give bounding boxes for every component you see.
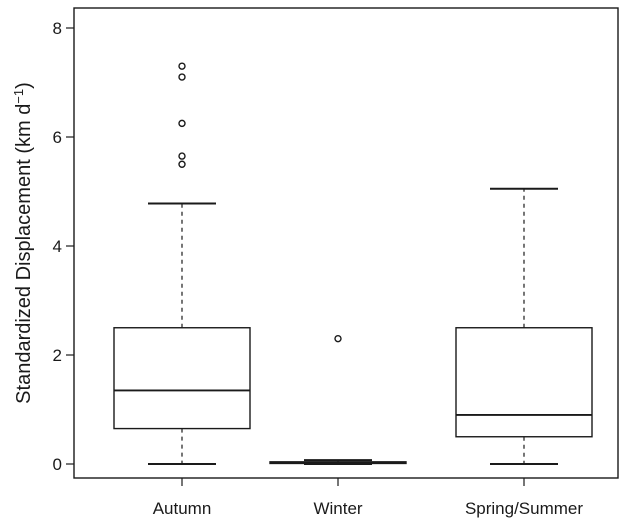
outlier-point xyxy=(178,119,186,128)
y-tick-label-2: 2 xyxy=(53,346,62,365)
y-tick-label-0: 0 xyxy=(53,455,62,474)
y-tick-label-6: 6 xyxy=(53,128,62,147)
plot-frame xyxy=(73,7,619,479)
outlier-point xyxy=(178,160,186,168)
box-iqr xyxy=(113,327,251,430)
x-axis: Autumn Winter Spring/Summer xyxy=(153,478,583,518)
box-iqr xyxy=(455,327,593,438)
outlier-point xyxy=(334,334,342,343)
box-spring-summer xyxy=(455,187,593,465)
x-category-label: Spring/Summer xyxy=(465,499,583,518)
y-tick-label-8: 8 xyxy=(53,19,62,38)
y-axis-title: Standardized Displacement (km d−1) xyxy=(11,82,36,404)
x-category-label: Winter xyxy=(313,499,362,518)
x-category-label: Autumn xyxy=(153,499,212,518)
box-series xyxy=(113,62,593,465)
y-axis: 0 2 4 6 8 xyxy=(53,19,74,474)
y-axis-title-exponent: −1 xyxy=(11,89,26,104)
outlier-point xyxy=(178,152,186,160)
y-tick-label-4: 4 xyxy=(53,237,62,256)
outlier-point xyxy=(178,62,186,70)
y-axis-title-close: ) xyxy=(13,82,35,89)
box-autumn xyxy=(113,62,251,465)
box-winter xyxy=(269,334,407,465)
y-axis-title-main: Standardized Displacement (km d xyxy=(13,104,35,404)
outlier-point xyxy=(178,73,186,81)
